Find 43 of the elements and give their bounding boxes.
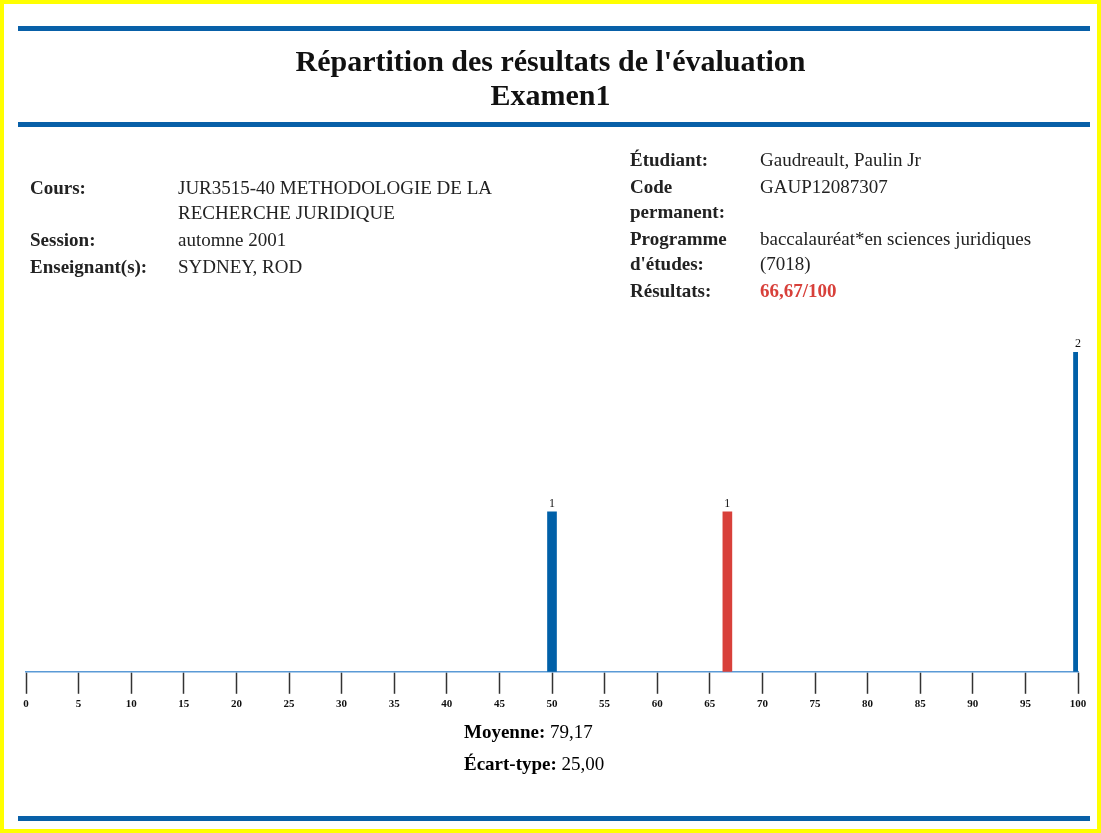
x-tick-label: 100 — [1069, 697, 1087, 710]
text: Étudiant: — [630, 148, 710, 172]
text: baccalauréat*en sciences juridiques (7018) — [760, 227, 1033, 276]
text: GAUP12087307 — [760, 175, 889, 199]
text: 79,17 — [550, 721, 593, 742]
text: 66,67/100 — [760, 279, 838, 303]
data-label: 1 — [724, 496, 731, 511]
data-label: 2 — [1075, 336, 1081, 351]
chart-subtitle: Examen1 — [489, 78, 612, 112]
text: Gaudreault, Paulin Jr — [760, 148, 922, 172]
x-tick-label: 50 — [546, 697, 558, 710]
x-tick-label: 30 — [336, 697, 348, 710]
x-tick-label: 10 — [125, 697, 138, 710]
x-tick-label: 40 — [441, 697, 453, 710]
x-tick-label: 45 — [493, 697, 506, 710]
x-tick-label: 95 — [1019, 697, 1032, 710]
text: Moyenne: — [464, 721, 546, 742]
text: Code permanent: — [630, 175, 726, 224]
x-tick-label: 55 — [599, 697, 611, 710]
x-tick-label: 25 — [283, 697, 295, 710]
text: Cours: — [30, 176, 87, 200]
data-label: 1 — [549, 496, 555, 511]
x-tick-label: 5 — [75, 697, 82, 710]
x-tick-label: 15 — [178, 697, 190, 710]
x-tick-label: 70 — [756, 697, 769, 710]
x-tick-label: 60 — [651, 697, 664, 710]
text: Écart-type: — [464, 753, 557, 774]
text: Résultats: — [630, 279, 713, 303]
x-tick-label: 80 — [862, 697, 874, 710]
x-tick-label: 20 — [230, 697, 243, 710]
text: Enseignant(s): — [30, 255, 149, 279]
x-tick-label: 65 — [704, 697, 716, 710]
text: Programme d'études: — [630, 227, 728, 276]
text: automne 2001 — [178, 228, 288, 252]
x-tick-label: 0 — [23, 697, 30, 710]
x-tick-label: 90 — [967, 697, 979, 710]
text: SYDNEY, ROD — [178, 255, 304, 279]
x-tick-label: 35 — [388, 697, 401, 710]
chart-title: Répartition des résultats de l'évaluation — [294, 44, 807, 78]
text: Session: — [30, 228, 97, 252]
x-tick-label: 85 — [914, 697, 927, 710]
x-tick-label: 75 — [809, 697, 821, 710]
text: 25,00 — [561, 753, 605, 774]
